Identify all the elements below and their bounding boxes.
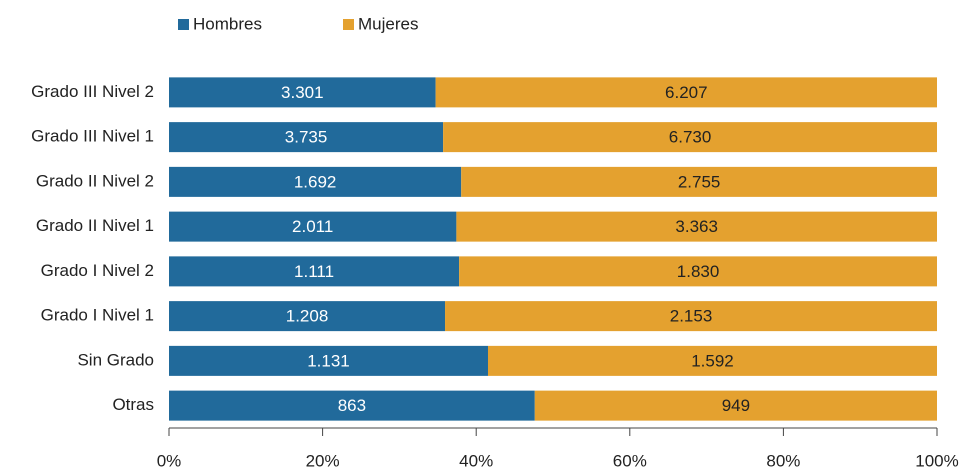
data-label: 1.111	[294, 262, 334, 281]
bar-segment	[487, 345, 937, 376]
bar-segment	[459, 256, 937, 287]
x-tick-label: 80%	[766, 451, 800, 470]
y-tick-label: Grado I Nivel 1	[41, 306, 154, 325]
y-tick-label: Grado III Nivel 1	[31, 127, 154, 146]
data-label: 2.755	[678, 172, 721, 191]
data-label: 1.208	[286, 307, 329, 326]
bar-segment	[534, 390, 937, 421]
bar-segment	[435, 77, 937, 108]
data-label: 6.207	[665, 83, 708, 102]
legend-swatch	[343, 19, 354, 30]
data-label: 1.692	[294, 172, 337, 191]
x-tick-label: 60%	[613, 451, 647, 470]
bar-segment	[169, 390, 535, 421]
legend-swatch	[178, 19, 189, 30]
x-tick-label: 20%	[306, 451, 340, 470]
bar-segment	[169, 345, 488, 376]
x-tick-label: 100%	[915, 451, 958, 470]
y-tick-label: Sin Grado	[77, 350, 154, 369]
bar-segment	[169, 122, 444, 153]
data-label: 3.735	[285, 128, 328, 147]
x-tick-label: 0%	[157, 451, 182, 470]
legend-label: Hombres	[193, 14, 262, 33]
bar-segment	[461, 166, 937, 197]
data-label: 949	[722, 396, 750, 415]
bar-segment	[445, 301, 937, 332]
bar-segment	[443, 122, 937, 153]
data-label: 1.592	[691, 351, 734, 370]
data-label: 6.730	[669, 128, 712, 147]
bar-segment	[169, 166, 462, 197]
data-label: 2.011	[292, 217, 333, 236]
bar-segment	[169, 77, 436, 108]
y-tick-label: Grado III Nivel 2	[31, 82, 154, 101]
data-label: 863	[338, 396, 366, 415]
legend-label: Mujeres	[358, 14, 418, 33]
data-label: 1.131	[307, 351, 350, 370]
bar-segment	[456, 211, 937, 242]
y-tick-label: Grado II Nivel 1	[36, 216, 154, 235]
y-tick-label: Grado I Nivel 2	[41, 261, 154, 280]
bar-segment	[169, 301, 446, 332]
y-tick-label: Grado II Nivel 2	[36, 171, 154, 190]
data-label: 3.301	[281, 83, 324, 102]
y-tick-label: Otras	[112, 395, 154, 414]
bar-segment	[169, 256, 460, 287]
bar-segment	[169, 211, 457, 242]
x-tick-label: 40%	[459, 451, 493, 470]
data-label: 2.153	[670, 307, 713, 326]
data-label: 1.830	[677, 262, 720, 281]
data-label: 3.363	[675, 217, 718, 236]
